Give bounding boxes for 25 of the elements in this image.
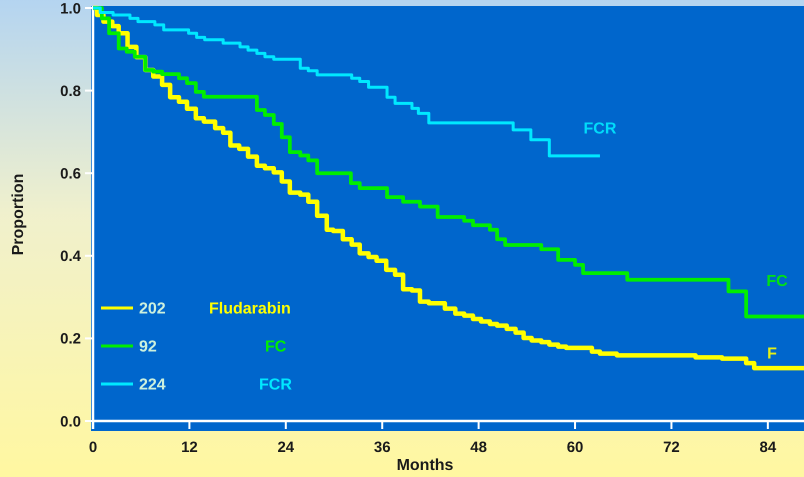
x-tick-label: 0 bbox=[88, 439, 98, 456]
x-tick-label: 12 bbox=[181, 439, 198, 456]
y-tick-label: 0.8 bbox=[60, 82, 81, 100]
x-tick-label: 36 bbox=[374, 439, 391, 456]
x-tick-label: 72 bbox=[663, 439, 680, 456]
annotation: 224 bbox=[139, 376, 166, 394]
y-axis-title: Proportion bbox=[10, 174, 27, 256]
annotation: FC bbox=[766, 273, 788, 290]
annotation: 202 bbox=[139, 300, 166, 318]
text: FC bbox=[265, 338, 287, 356]
x-axis-title: Months bbox=[396, 457, 454, 474]
annotation: 92 bbox=[139, 338, 157, 356]
text: Fludarabin bbox=[209, 300, 291, 318]
y-tick-label: 1.0 bbox=[60, 0, 81, 18]
y-tick-label: 0.0 bbox=[60, 413, 81, 430]
annotation: FCR bbox=[583, 120, 617, 138]
x-tick-label: 60 bbox=[566, 439, 584, 456]
annotation: F bbox=[767, 346, 778, 363]
x-tick-label: 48 bbox=[470, 439, 487, 456]
y-tick-label: 0.6 bbox=[60, 165, 81, 182]
y-tick-label: 0.4 bbox=[60, 248, 82, 266]
text: FCR bbox=[259, 376, 292, 394]
y-tick-label: 0.2 bbox=[60, 330, 81, 348]
x-tick-label: 84 bbox=[760, 439, 777, 456]
x-tick-label: 24 bbox=[277, 439, 295, 456]
